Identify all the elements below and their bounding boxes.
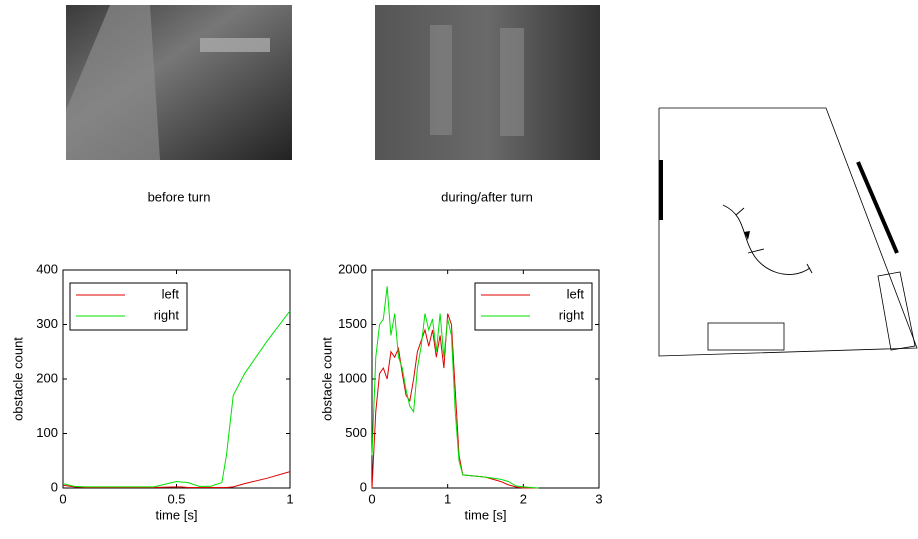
x-tick-label: 2	[520, 491, 527, 506]
x-tick-label: 0.5	[167, 491, 185, 506]
x-tick-label: 3	[595, 491, 602, 506]
legend-label: left	[162, 286, 180, 301]
y-tick-label: 1000	[338, 370, 367, 385]
legend-label: left	[567, 286, 585, 301]
data-line	[62, 471, 291, 488]
floor-plan	[658, 107, 918, 357]
y-axis-label: obstacle count	[10, 337, 25, 421]
x-tick-label: 0	[59, 491, 66, 506]
y-tick-label: 500	[345, 425, 367, 440]
x-tick-label: 0	[368, 491, 375, 506]
legend-box	[474, 282, 593, 331]
y-tick-label: 1500	[338, 316, 367, 331]
y-tick-label: 300	[36, 316, 58, 331]
y-tick-label: 0	[51, 479, 58, 494]
x-tick-label: 1	[286, 491, 293, 506]
caption: before turn	[148, 189, 211, 204]
data-line	[62, 310, 291, 488]
legend-label: right	[559, 307, 585, 322]
y-tick-label: 2000	[338, 261, 367, 276]
x-axis-label: time [s]	[465, 507, 507, 522]
data-line	[371, 286, 539, 489]
camera-image-before	[66, 5, 292, 160]
y-tick-label: 200	[36, 370, 58, 385]
x-axis-label: time [s]	[156, 507, 198, 522]
y-tick-label: 0	[360, 479, 367, 494]
y-tick-label: 100	[36, 425, 58, 440]
camera-image-after	[375, 5, 600, 160]
legend-box	[69, 282, 188, 331]
y-axis-label: obstacle count	[319, 337, 334, 421]
x-tick-label: 1	[444, 491, 451, 506]
y-tick-label: 400	[36, 261, 58, 276]
caption: during/after turn	[441, 189, 533, 204]
legend-label: right	[154, 307, 180, 322]
